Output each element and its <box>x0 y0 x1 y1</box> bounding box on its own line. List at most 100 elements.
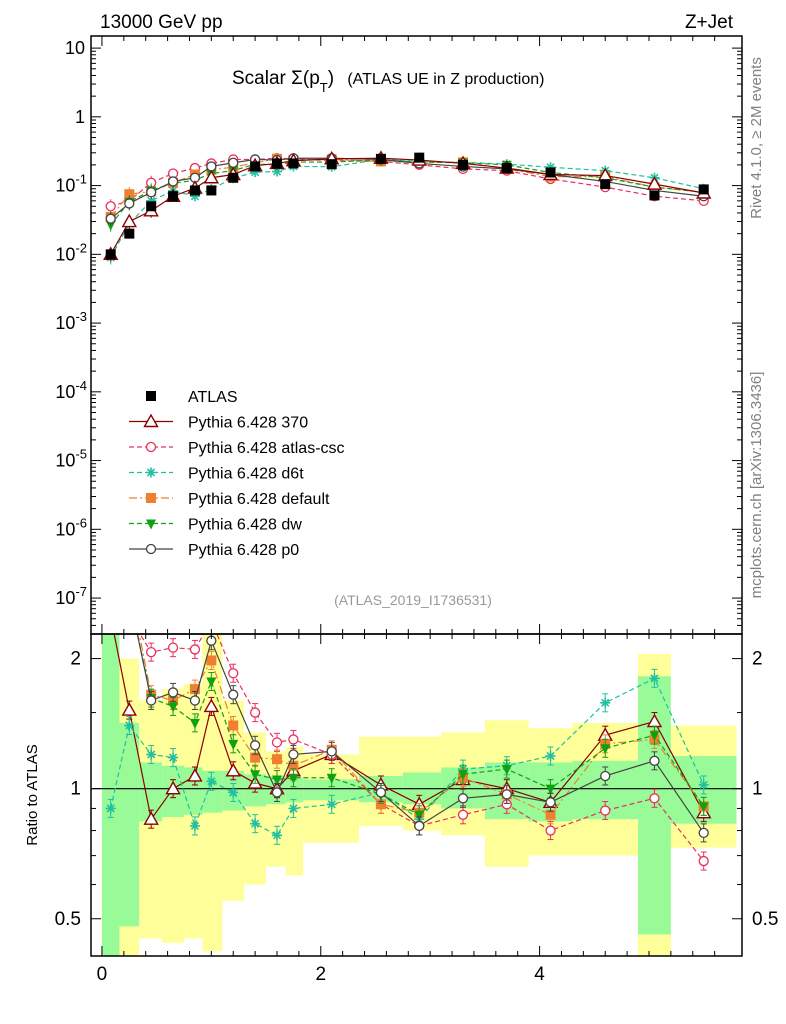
ratio-point-p0 <box>125 591 134 600</box>
ratio-point-dw <box>250 770 261 781</box>
ratio-point-default <box>272 754 282 765</box>
ratio-point-atlascsc <box>146 646 157 658</box>
ratio-point-dw <box>272 775 282 786</box>
ratio-point-atlascsc <box>600 805 611 816</box>
main-point-d6t <box>272 166 282 177</box>
y-tick-label: 10-3 <box>55 309 87 333</box>
ratio-point-d6t <box>326 799 337 810</box>
ratio-point-default <box>375 799 386 810</box>
main-point-ATLAS <box>600 179 611 190</box>
main-point-ATLAS <box>288 158 299 169</box>
ratio-point-default <box>106 549 116 559</box>
rivet-label: Rivet 4.1.0, ≥ 2M events <box>748 57 765 219</box>
ratio-point-p0 <box>545 797 556 808</box>
ratio-point-d6t <box>288 803 299 814</box>
main-point-p370 <box>203 169 220 184</box>
main-point-ATLAS <box>326 159 337 170</box>
main-point-ATLAS <box>206 185 217 196</box>
ratio-ylabel: Ratio to ATLAS <box>24 744 41 845</box>
legend-entry-d6t: Pythia 6.428 d6t <box>129 466 304 483</box>
ratio-point-p0 <box>698 827 709 839</box>
legend-marker <box>146 391 156 401</box>
main-point-p0 <box>105 213 116 224</box>
ratio-point-d6t <box>698 779 709 790</box>
main-point-p0 <box>124 198 135 209</box>
ratio-point-dw <box>698 802 709 813</box>
band-yellow-segment <box>244 732 267 885</box>
main-point-p0 <box>167 176 179 187</box>
ratio-point-d6t <box>124 720 135 731</box>
main-point-p370 <box>646 176 663 190</box>
ratio-point-p370 <box>165 780 181 795</box>
main-point-ATLAS <box>146 201 157 212</box>
ratio-point-default <box>124 577 134 587</box>
main-point-p0 <box>206 161 217 172</box>
main-point-ATLAS <box>272 158 282 169</box>
y-tick-label: 10-4 <box>55 378 87 402</box>
legend-entry-default: Pythia 6.428 default <box>129 491 330 508</box>
main-point-ATLAS <box>168 191 179 202</box>
ratio-point-d6t <box>189 820 200 831</box>
ratio-point-d6t <box>649 673 660 684</box>
main-point-d6t <box>146 195 157 206</box>
ratio-point-dw <box>458 770 468 781</box>
ratio-point-p0 <box>414 820 425 832</box>
ratio-y-tick-label-right: 2 <box>752 649 763 670</box>
ratio-point-atlascsc <box>698 855 709 867</box>
legend-entry-ATLAS: ATLAS <box>146 389 238 406</box>
ratio-point-default <box>545 809 556 820</box>
ratio-point-p370 <box>187 768 203 782</box>
legend-label: Pythia 6.428 atlas-csc <box>188 440 345 457</box>
ratio-point-dw <box>124 591 134 601</box>
ratio-point-d6t <box>600 697 611 708</box>
main-point-d6t <box>250 167 261 178</box>
ratio-point-p370 <box>121 702 137 716</box>
ratio-point-p0 <box>326 746 337 757</box>
ratio-point-d6t <box>168 752 179 763</box>
ratio-point-p0 <box>167 687 179 698</box>
ratio-point-p0 <box>600 770 611 782</box>
ratio-point-p0 <box>146 695 157 706</box>
plot-title-close: ) <box>328 68 334 89</box>
legend-marker <box>146 467 156 478</box>
ratio-point-p0 <box>649 755 660 766</box>
ratio-point-p0 <box>501 789 512 800</box>
ratio-point-p0 <box>249 740 261 751</box>
ratio-point-atlascsc <box>167 642 179 653</box>
legend-label: ATLAS <box>188 389 238 406</box>
legend-marker <box>146 493 156 503</box>
ratio-point-default <box>288 760 299 771</box>
ratio-point-default <box>250 752 261 763</box>
legend-entry-dw: Pythia 6.428 dw <box>129 517 302 534</box>
legend-entry-p0: Pythia 6.428 p0 <box>129 542 299 559</box>
legend: ATLAS Pythia 6.428 370 Pythia 6.428 atlas-… <box>129 389 345 559</box>
ratio-point-dw <box>106 605 116 615</box>
ratio-point-dw <box>545 784 556 795</box>
main-point-ATLAS <box>124 228 135 239</box>
mcplots-label: mcplots.cern.ch [arXiv:1306.3436] <box>748 372 765 599</box>
ratio-point-d6t <box>105 803 116 814</box>
plot-frames <box>90 35 743 957</box>
ratio-point-p0 <box>189 695 201 706</box>
plot-title: Scalar Σ(pT) (ATLAS UE in Z production) <box>232 68 544 95</box>
ratio-point-p0 <box>106 566 115 575</box>
legend-entry-atlascsc: Pythia 6.428 atlas-csc <box>129 440 345 457</box>
main-series <box>102 150 712 265</box>
ratio-point-atlascsc <box>271 737 283 748</box>
main-point-ATLAS <box>228 172 239 183</box>
main-point-atlascsc <box>105 201 116 212</box>
legend-marker <box>146 519 156 530</box>
ratio-point-dw <box>600 744 611 755</box>
y-tick-label: 10-2 <box>55 240 87 264</box>
main-point-p370 <box>121 213 137 228</box>
ratio-point-atlascsc <box>288 734 299 745</box>
main-line-atlascsc <box>110 157 704 207</box>
band-group <box>101 634 737 956</box>
ratio-point-atlascsc <box>457 809 469 820</box>
ratio-point-dw <box>414 810 425 821</box>
ratio-plot-frame <box>90 633 743 957</box>
ratio-point-d6t <box>545 751 556 762</box>
main-point-ATLAS <box>250 161 261 172</box>
ratio-point-dw <box>326 773 337 784</box>
